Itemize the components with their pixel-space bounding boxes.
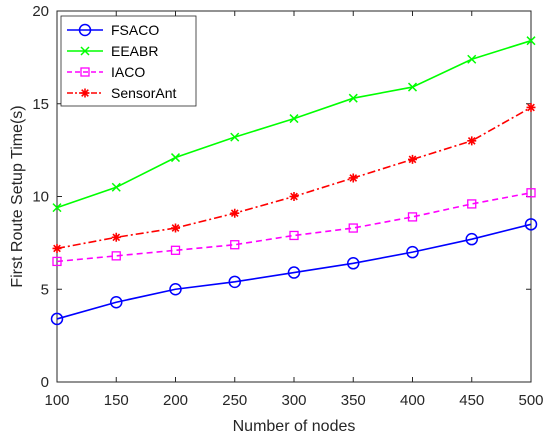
y-axis-title: First Route Setup Time(s): [9, 105, 26, 287]
data-point-sensorant: [52, 243, 62, 253]
y-tick-label: 20: [32, 3, 49, 20]
y-tick-label: 10: [32, 189, 49, 206]
legend-marker: [80, 46, 90, 56]
data-point-sensorant: [467, 136, 477, 146]
data-point-iaco: [289, 230, 299, 241]
legend-label: EEABR: [111, 43, 158, 59]
data-point-sensorant: [289, 192, 299, 201]
data-point-fsaco: [524, 218, 538, 231]
x-tick-label: 350: [341, 392, 366, 409]
data-point-fsaco: [287, 266, 301, 279]
legend-item-fsaco: FSACO: [67, 22, 159, 38]
data-point-fsaco: [50, 312, 64, 326]
data-point-iaco: [526, 188, 536, 198]
data-point-iaco: [467, 199, 477, 209]
data-point-sensorant: [526, 102, 536, 112]
legend-marker: [80, 88, 90, 98]
x-tick-label: 250: [222, 392, 247, 409]
data-point-eeabr: [407, 82, 418, 92]
x-tick-label: 500: [518, 392, 543, 409]
data-point-fsaco: [169, 283, 182, 296]
legend-marker: [80, 67, 90, 77]
data-point-eeabr: [348, 93, 358, 103]
data-point-sensorant: [408, 154, 417, 164]
series-layer: [50, 36, 538, 326]
x-tick-label: 150: [104, 392, 129, 409]
data-point-fsaco: [406, 245, 419, 259]
data-point-fsaco: [347, 257, 360, 270]
series-sensorant: [52, 102, 536, 253]
y-tick-label: 5: [41, 281, 49, 298]
axis-ticks: 100 150 200 250 300 350 400 450 500 0 5 10 15 20: [32, 3, 543, 409]
data-point-eeabr: [52, 203, 62, 213]
data-point-iaco: [52, 256, 62, 267]
series-iaco: [52, 188, 536, 267]
y-tick-label: 0: [41, 374, 49, 391]
y-tick-label: 15: [32, 96, 49, 113]
x-tick-label: 450: [459, 392, 484, 409]
legend-label: IACO: [111, 64, 145, 80]
data-point-iaco: [170, 245, 181, 255]
data-point-iaco: [348, 223, 358, 233]
data-point-eeabr: [467, 54, 477, 64]
legend-marker: [78, 23, 92, 37]
data-point-fsaco: [465, 232, 478, 246]
series-line-fsaco: [56, 223, 532, 320]
x-tick-label: 200: [163, 392, 188, 409]
data-point-eeabr: [289, 114, 299, 124]
data-point-eeabr: [111, 182, 121, 192]
data-point-iaco: [111, 251, 121, 261]
data-point-eeabr: [230, 132, 240, 142]
data-point-sensorant: [348, 173, 358, 183]
x-tick-label: 400: [400, 392, 425, 409]
data-point-iaco: [230, 240, 240, 250]
legend-label: SensorAnt: [111, 85, 176, 101]
legend-label: FSACO: [111, 22, 159, 38]
series-fsaco: [50, 218, 538, 326]
data-point-sensorant: [111, 232, 121, 242]
legend-item-sensorant: SensorAnt: [67, 85, 176, 101]
legend-item-iaco: IACO: [67, 64, 145, 80]
data-point-fsaco: [228, 275, 241, 289]
data-point-eeabr: [170, 153, 181, 163]
legend-item-eeabr: EEABR: [67, 43, 158, 59]
x-tick-label: 100: [44, 392, 69, 409]
data-point-sensorant: [230, 208, 240, 218]
data-point-eeabr: [526, 36, 536, 46]
series-eeabr: [52, 36, 536, 213]
x-tick-label: 300: [281, 392, 306, 409]
data-point-sensorant: [171, 223, 180, 233]
data-point-fsaco: [110, 295, 123, 309]
x-axis-title: Number of nodes: [233, 418, 356, 435]
data-point-iaco: [407, 212, 418, 222]
legend: FSACO EEABR IACO SensorAnt: [60, 15, 197, 107]
